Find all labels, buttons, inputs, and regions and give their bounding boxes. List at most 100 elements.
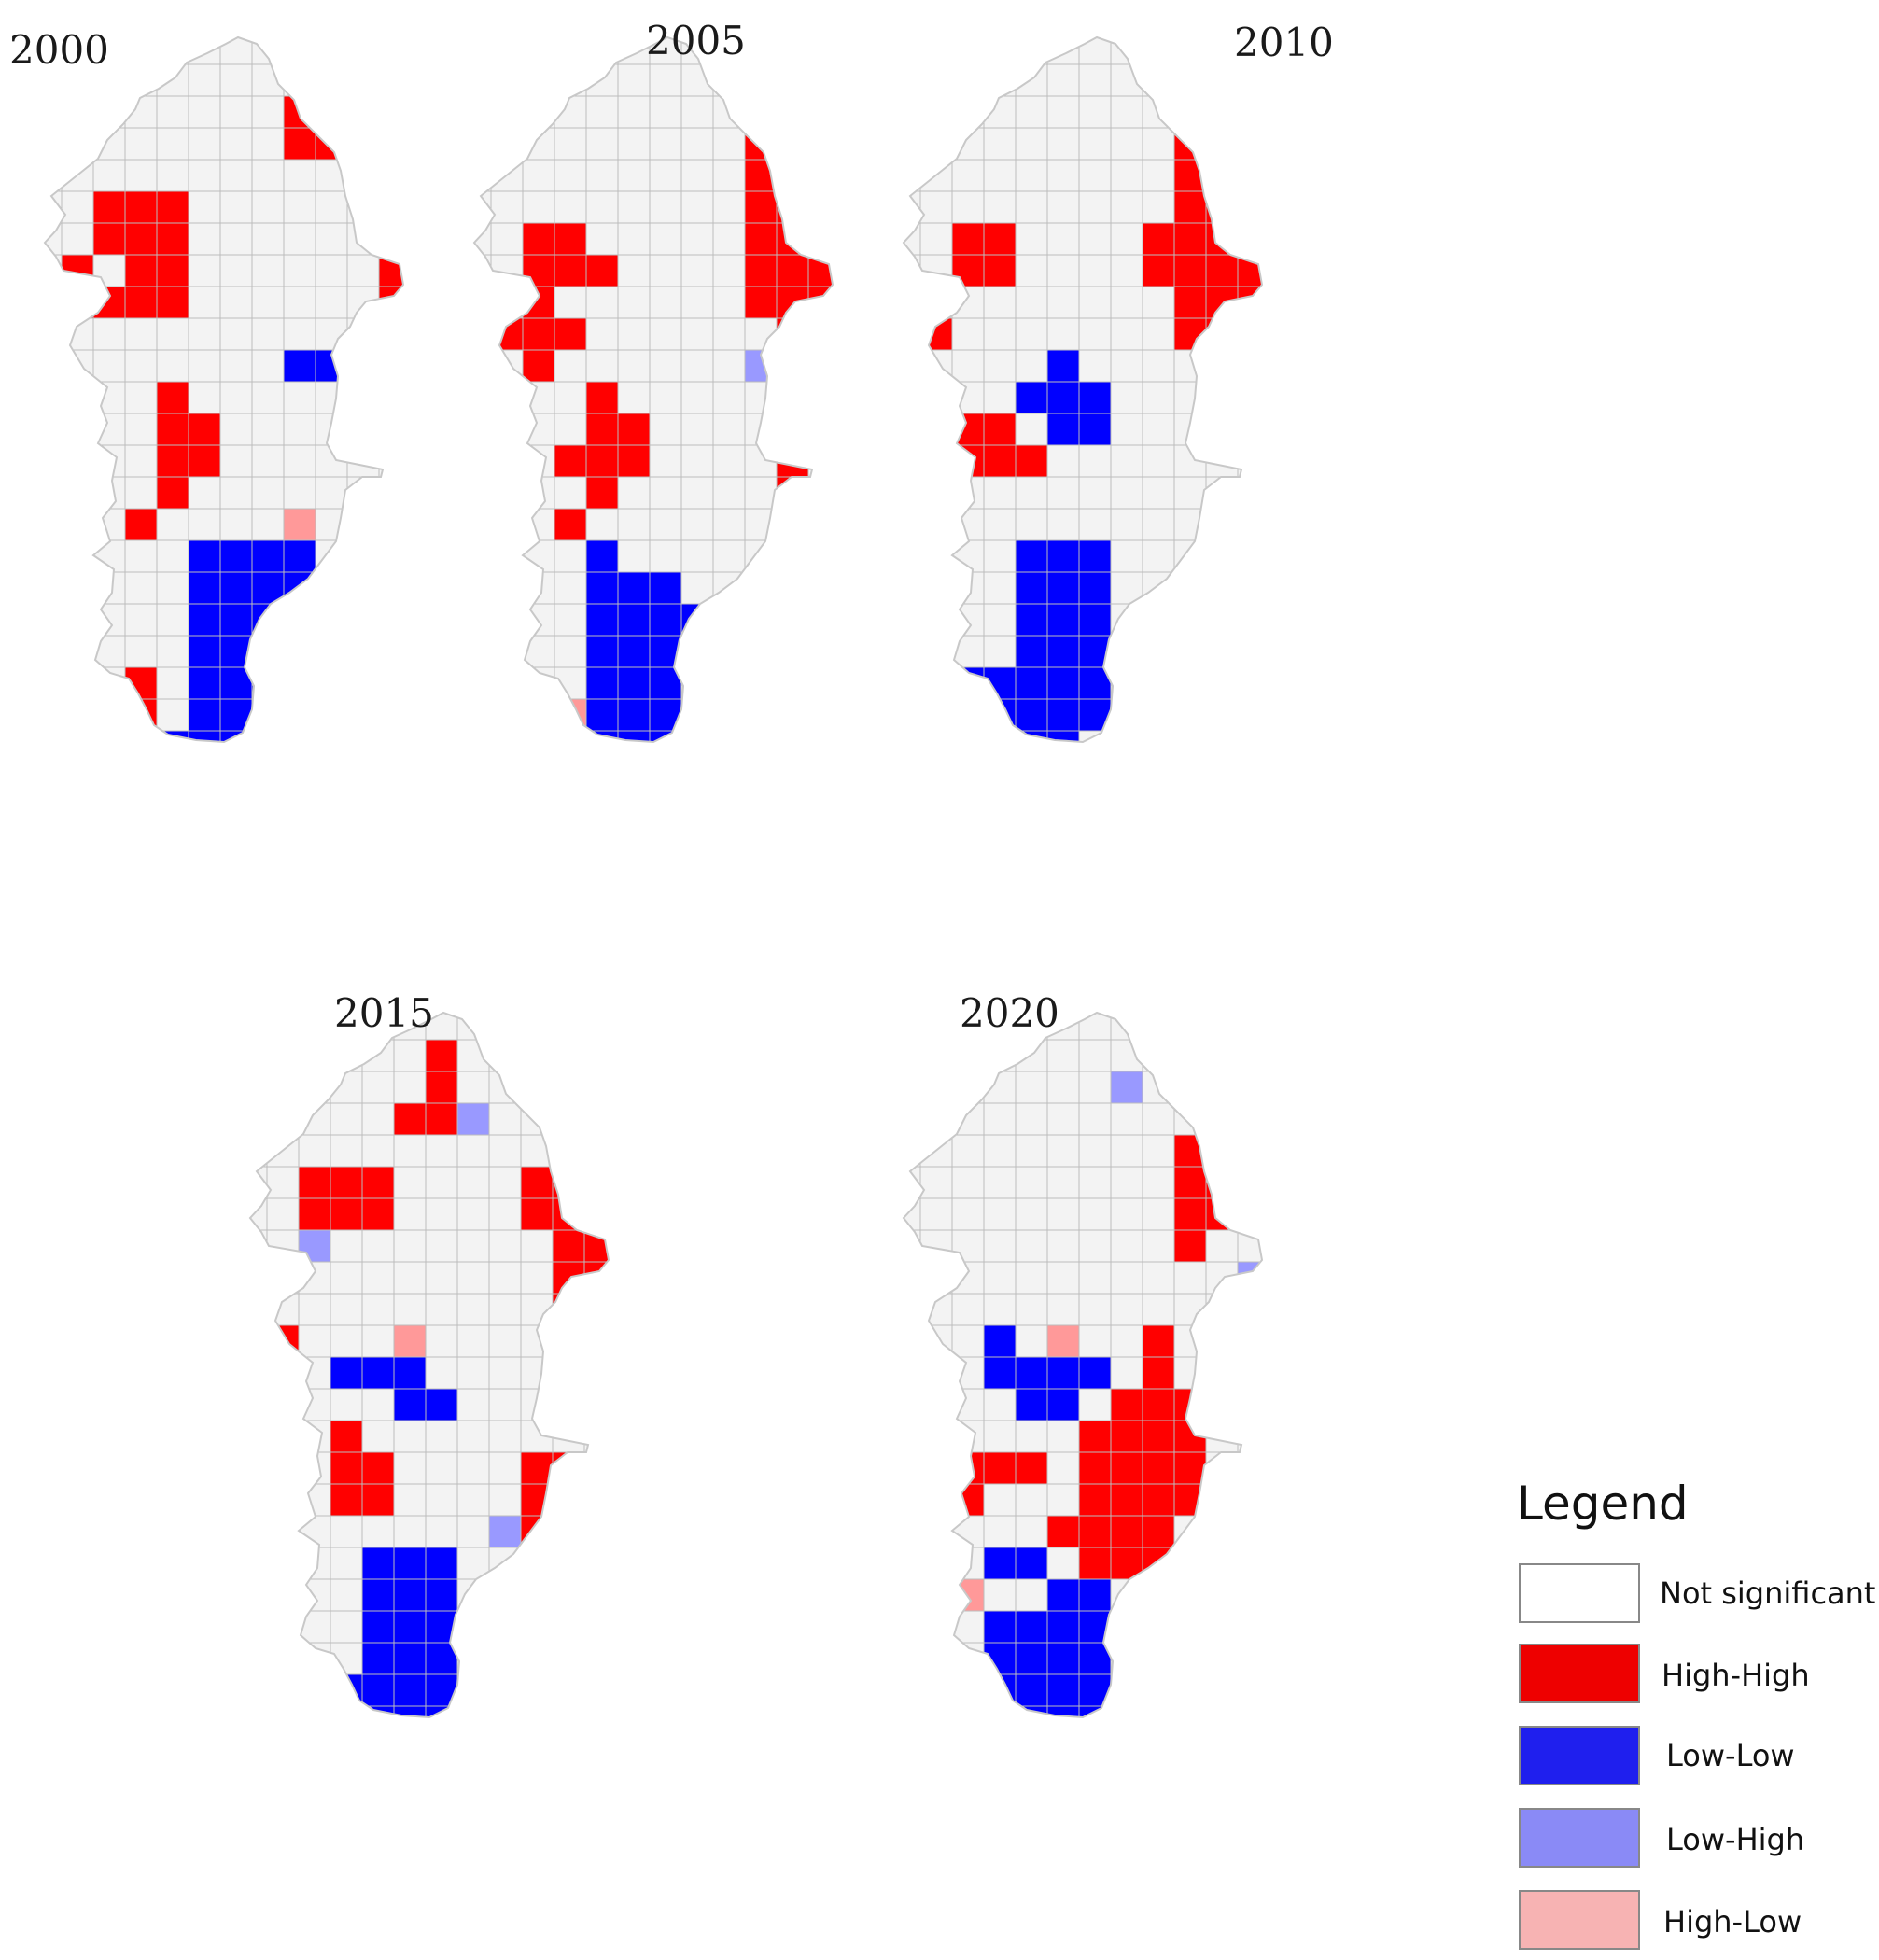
cell-ll xyxy=(1079,540,1111,572)
cell-ll xyxy=(1016,1674,1047,1706)
cell-ll xyxy=(808,699,833,731)
cell-hh xyxy=(984,1452,1016,1484)
cell-hh xyxy=(1079,1421,1111,1452)
cell-hh xyxy=(952,255,984,287)
cell-ll xyxy=(618,731,650,742)
cell-hh xyxy=(1079,1865,1111,1897)
cell-ll xyxy=(586,826,618,858)
cell-lh xyxy=(489,1516,521,1547)
cell-ll xyxy=(840,667,872,699)
cell-ll xyxy=(984,1357,1016,1389)
cell-hh xyxy=(1079,1897,1111,1928)
cell-ll xyxy=(1269,572,1301,604)
cell-ll xyxy=(554,826,586,858)
cell-hh xyxy=(777,255,808,287)
cell-ll xyxy=(1238,763,1269,794)
cell-hh xyxy=(93,191,125,223)
cell-ll xyxy=(984,1325,1016,1357)
cell-ll xyxy=(1016,382,1047,413)
cell-hh xyxy=(442,223,474,255)
cell-hh xyxy=(157,477,189,509)
cell-hh xyxy=(1111,1484,1143,1516)
cell-hh xyxy=(586,255,618,287)
cell-hh xyxy=(379,287,403,318)
cell-hh xyxy=(745,223,777,255)
cell-ll xyxy=(394,1643,426,1674)
legend-title: Legend xyxy=(1517,1477,1689,1531)
cell-ll xyxy=(1238,699,1262,731)
cell-ll xyxy=(1047,604,1079,636)
year-label-2005: 2005 xyxy=(646,18,746,63)
cell-hh xyxy=(379,223,403,255)
cell-ll xyxy=(347,604,379,636)
cell-ll xyxy=(650,794,681,826)
cell-ll xyxy=(189,540,220,572)
cell-hh xyxy=(777,96,808,128)
cell-ll xyxy=(584,1706,609,1717)
cell-ll xyxy=(650,763,681,794)
cell-hh xyxy=(1174,223,1206,255)
cell-ll xyxy=(1016,540,1047,572)
cell-hh xyxy=(157,445,189,477)
cell-hh xyxy=(157,287,189,318)
cell-hh xyxy=(553,1230,584,1262)
cell-hh xyxy=(362,1452,394,1484)
cell-ll xyxy=(189,794,220,826)
cell-hh xyxy=(1143,1389,1174,1421)
cell-ll xyxy=(1269,1674,1301,1706)
cell-hh xyxy=(808,287,833,318)
cell-hh xyxy=(840,318,872,350)
cell-ll xyxy=(1206,604,1238,636)
cell-ll xyxy=(157,794,189,826)
cell-ll xyxy=(1016,1643,1047,1674)
cell-hh xyxy=(1238,287,1262,318)
cell-ll xyxy=(189,667,220,699)
cell-ll xyxy=(584,1643,609,1674)
cell-hh xyxy=(189,445,220,477)
legend-swatch-low-low xyxy=(1519,1726,1640,1785)
cell-hh xyxy=(442,255,474,287)
cell-ll xyxy=(252,763,284,794)
cell-ll xyxy=(1079,1357,1111,1389)
cell-ll xyxy=(362,1357,394,1389)
cell-ll xyxy=(362,1801,394,1833)
map-2000 xyxy=(44,36,538,889)
cell-hh xyxy=(394,1103,426,1135)
cell-hh xyxy=(442,287,474,318)
cell-ll xyxy=(584,1674,609,1706)
cell-ll xyxy=(157,826,189,858)
cell-ll xyxy=(1016,1738,1047,1770)
cell-lh xyxy=(379,350,403,382)
cell-hh xyxy=(1111,1452,1143,1484)
cell-hh xyxy=(1206,255,1238,287)
legend-item-high-high: High-High xyxy=(1519,1644,1810,1703)
cell-ll xyxy=(316,604,347,636)
cell-hh xyxy=(1143,1421,1174,1452)
cell-ll xyxy=(220,763,252,794)
cell-ll xyxy=(189,858,220,889)
cell-hh xyxy=(411,191,442,223)
cell-ll xyxy=(284,350,316,382)
cell-lh xyxy=(379,160,403,191)
cell-ll xyxy=(1016,572,1047,604)
cell-hh xyxy=(1206,223,1238,255)
cell-hh xyxy=(521,1198,553,1230)
cell-ll xyxy=(252,699,284,731)
cell-lh xyxy=(457,1103,489,1135)
cell-ll xyxy=(189,763,220,794)
cell-ll xyxy=(984,1770,1016,1801)
cell-hh xyxy=(1111,1516,1143,1547)
cell-ll xyxy=(554,731,586,742)
cell-lh xyxy=(584,1452,609,1484)
cell-ll xyxy=(362,1738,394,1770)
cell-hh xyxy=(808,191,833,223)
cell-ll xyxy=(1269,699,1301,731)
cell-hh xyxy=(1143,1547,1174,1579)
cell-ll xyxy=(506,572,538,604)
cell-hh xyxy=(267,1325,299,1357)
cell-hh xyxy=(1174,1452,1206,1484)
cell-hh xyxy=(808,160,833,191)
cell-hh xyxy=(379,191,403,223)
cell-ll xyxy=(394,1547,426,1579)
map-2005 xyxy=(473,36,872,858)
